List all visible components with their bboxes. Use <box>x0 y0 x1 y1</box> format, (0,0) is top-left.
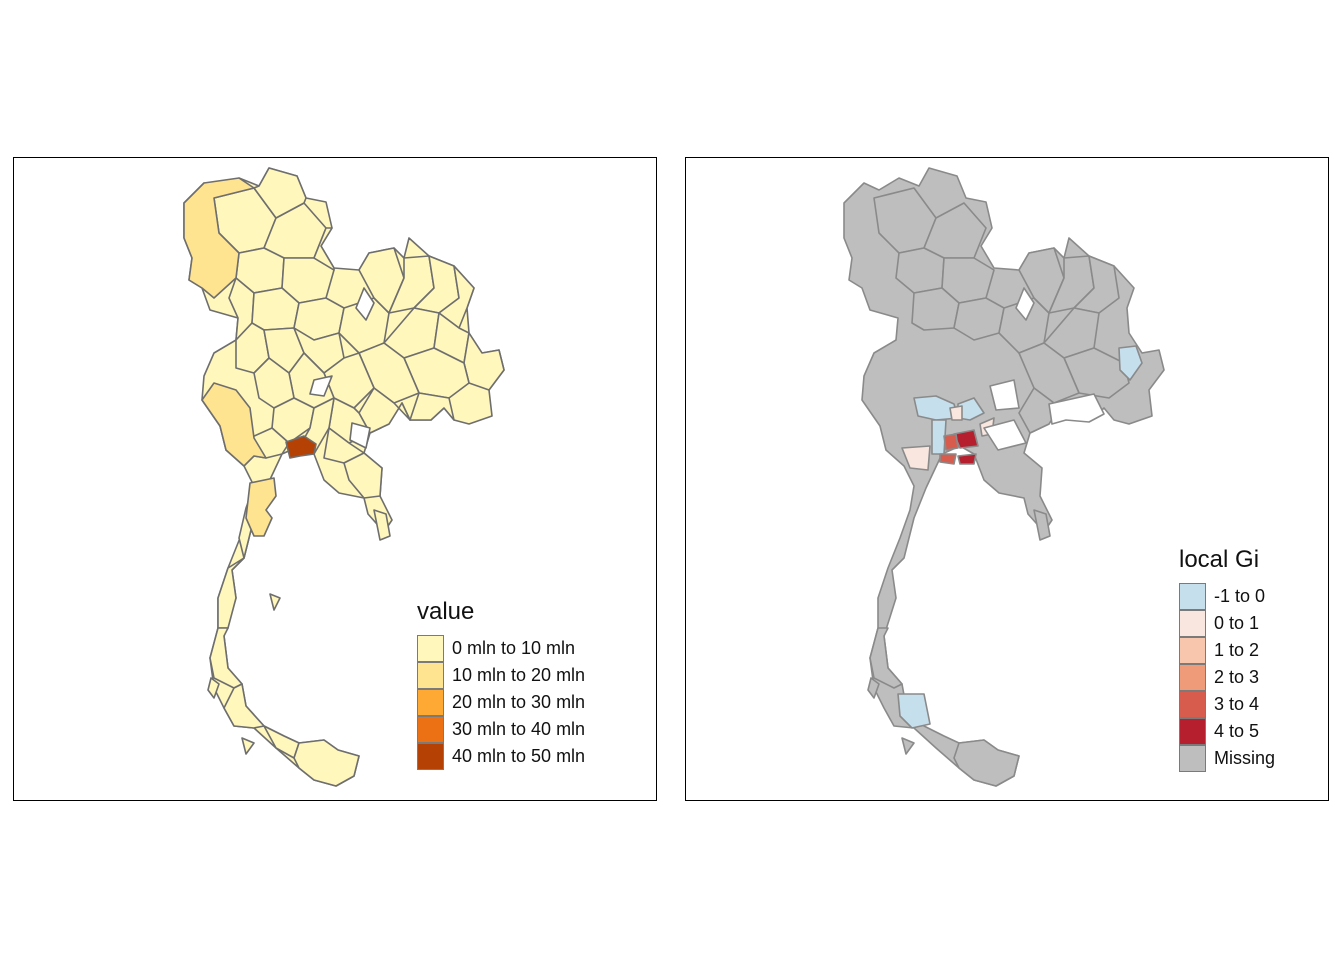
legend-item: 40 mln to 50 mln <box>417 743 585 770</box>
province <box>293 739 360 787</box>
legend-item: 10 mln to 20 mln <box>417 662 585 689</box>
province <box>869 627 903 689</box>
legend-item: 0 mln to 10 mln <box>417 635 585 662</box>
lake <box>349 422 371 449</box>
thailand-map-local-gi <box>843 167 1165 787</box>
legend-title: local Gi <box>1179 546 1260 573</box>
legend-label: 20 mln to 30 mln <box>452 692 586 712</box>
legend-swatch <box>1179 745 1206 772</box>
province-neg <box>1118 345 1143 381</box>
legend-label: 1 to 2 <box>1214 640 1260 660</box>
legend-item: -1 to 0 <box>1179 583 1275 610</box>
lake <box>355 287 375 321</box>
province <box>217 557 245 629</box>
legend-item: 3 to 4 <box>1179 691 1275 718</box>
lake <box>989 379 1020 411</box>
legend-value: value 0 mln to 10 mln 10 mln to 20 mln 2… <box>417 598 585 770</box>
province-mid <box>201 382 267 467</box>
province <box>953 739 1020 787</box>
province <box>343 452 383 499</box>
legend-swatch <box>417 689 444 716</box>
island <box>867 677 880 699</box>
island <box>207 677 220 699</box>
legend-label: 2 to 3 <box>1214 667 1260 687</box>
legend-label: 10 mln to 20 mln <box>452 665 586 685</box>
legend-item: 1 to 2 <box>1179 637 1275 664</box>
legend-item: 0 to 1 <box>1179 610 1275 637</box>
lake <box>1048 393 1105 425</box>
legend-item: 2 to 3 <box>1179 664 1275 691</box>
island <box>1033 509 1051 541</box>
map-panel-value: value 0 mln to 10 mln 10 mln to 20 mln 2… <box>13 157 657 801</box>
legend-label: Missing <box>1214 748 1276 768</box>
thailand-map-value <box>183 167 505 787</box>
island <box>241 737 255 755</box>
legend-label: 30 mln to 40 mln <box>452 719 586 739</box>
legend-item: 20 mln to 30 mln <box>417 689 585 716</box>
lake <box>983 419 1027 451</box>
province-high <box>285 435 317 459</box>
province-pos-mid <box>939 453 957 465</box>
legend-swatch <box>1179 610 1206 637</box>
province-mid <box>183 177 255 299</box>
island <box>901 737 915 755</box>
province-pos-low <box>901 445 931 471</box>
province <box>209 627 243 689</box>
legend-swatch <box>1179 583 1206 610</box>
map-panel-local-gi: local Gi -1 to 0 0 to 1 1 to 2 2 to 3 3 … <box>685 157 1329 801</box>
province <box>313 227 335 271</box>
legend-swatch <box>417 635 444 662</box>
island <box>373 509 391 541</box>
legend-label: -1 to 0 <box>1214 586 1266 606</box>
province-neg <box>897 693 931 729</box>
province-pos-mid <box>943 433 959 451</box>
province <box>463 332 505 391</box>
legend-item: Missing <box>1179 745 1275 772</box>
legend-item: 4 to 5 <box>1179 718 1275 745</box>
legend-swatch <box>417 662 444 689</box>
legend-label: 0 mln to 10 mln <box>452 638 576 658</box>
province-mid <box>245 477 277 537</box>
legend-swatch <box>1179 718 1206 745</box>
legend-item: 30 mln to 40 mln <box>417 716 585 743</box>
country-outline <box>843 167 1165 787</box>
legend-label: 0 to 1 <box>1214 613 1260 633</box>
legend-label: 4 to 5 <box>1214 721 1260 741</box>
province-pos-high <box>957 453 977 465</box>
province <box>223 683 265 729</box>
island <box>269 593 281 611</box>
legend-local-gi: local Gi -1 to 0 0 to 1 1 to 2 2 to 3 3 … <box>1179 546 1275 772</box>
legend-swatch <box>1179 691 1206 718</box>
legend-swatch <box>1179 637 1206 664</box>
province <box>253 167 307 219</box>
legend-swatch <box>417 716 444 743</box>
lake <box>1015 287 1035 321</box>
legend-swatch <box>1179 664 1206 691</box>
province-pos-low <box>949 405 963 421</box>
legend-swatch <box>417 743 444 770</box>
legend-label: 3 to 4 <box>1214 694 1260 714</box>
lake <box>309 375 333 397</box>
legend-title: value <box>417 598 475 625</box>
legend-label: 40 mln to 50 mln <box>452 746 586 766</box>
